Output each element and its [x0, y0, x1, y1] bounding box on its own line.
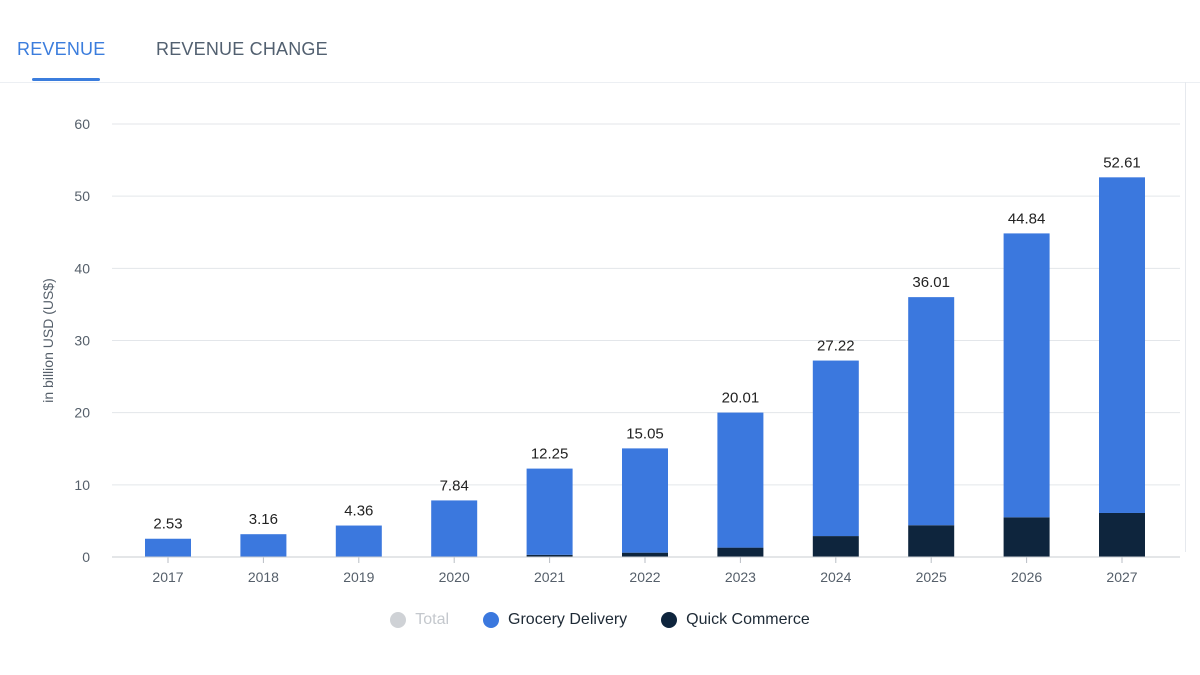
legend-label-total: Total: [415, 611, 450, 628]
bar-quick-commerce: [812, 536, 859, 557]
x-tick-label: 2019: [343, 569, 374, 585]
bar-total-label: 44.84: [1008, 210, 1046, 227]
bar-grocery-delivery: [240, 534, 287, 557]
y-tick-label: 10: [74, 477, 90, 493]
y-tick-label: 60: [74, 116, 90, 132]
bar-grocery-delivery: [717, 412, 764, 548]
x-tick-label: 2026: [1011, 569, 1042, 585]
bar-grocery-delivery: [145, 538, 191, 557]
bar-quick-commerce: [717, 547, 764, 557]
legend-swatch-grocery-delivery: [483, 612, 500, 628]
bar-quick-commerce: [622, 552, 668, 557]
bar-grocery-delivery: [526, 468, 573, 555]
revenue-chart: 0 10 20 30 40 50 60 in billion USD (US$) 2.53 201…: [40, 116, 1180, 585]
legend-item-total[interactable]: Total: [390, 611, 449, 629]
legend-swatch-quick-commerce: [661, 612, 678, 628]
bar-grocery-delivery: [335, 525, 382, 557]
bar-quick-commerce: [908, 525, 955, 557]
bar-total-label: 2.53: [153, 516, 182, 533]
bar-total-label: 12.25: [531, 446, 569, 463]
bar-grocery-delivery: [908, 297, 955, 526]
bar-grocery-delivery: [622, 448, 668, 553]
bar-total-label: 27.22: [817, 338, 855, 355]
bar-total-label: 36.01: [912, 274, 950, 291]
chart-legend: Total Grocery Delivery Quick Commerce: [0, 611, 1200, 629]
x-tick-label: 2022: [629, 569, 660, 585]
bar-grocery-delivery: [431, 500, 478, 557]
tab-revenue-change[interactable]: REVENUE CHANGE: [156, 39, 328, 59]
y-tick-label: 40: [74, 260, 90, 276]
bar-total-label: 4.36: [344, 503, 373, 520]
tab-revenue[interactable]: REVENUE: [17, 39, 106, 59]
x-tick-label: 2020: [439, 569, 470, 585]
legend-item-grocery-delivery[interactable]: Grocery Delivery: [483, 611, 627, 629]
panel-edge: [1185, 82, 1200, 552]
x-tick-label: 2018: [248, 569, 279, 585]
legend-label-quick-commerce: Quick Commerce: [686, 611, 810, 628]
legend-swatch-total: [390, 612, 407, 628]
bar-grocery-delivery: [1003, 233, 1050, 518]
y-tick-label: 30: [74, 333, 90, 349]
x-tick-label: 2025: [916, 569, 947, 585]
y-tick-label: 0: [82, 549, 90, 565]
bar-quick-commerce: [526, 554, 573, 557]
bar-total-label: 52.61: [1103, 154, 1141, 171]
bar-grocery-delivery: [1099, 177, 1145, 513]
x-tick-label: 2027: [1106, 569, 1137, 585]
bar-grocery-delivery: [812, 360, 859, 537]
bar-total-label: 3.16: [249, 511, 278, 528]
bar-total-label: 20.01: [722, 390, 760, 407]
bar-quick-commerce: [1099, 512, 1145, 557]
y-tick-label: 50: [74, 188, 90, 204]
x-tick-label: 2023: [725, 569, 756, 585]
x-tick-label: 2017: [152, 569, 183, 585]
y-axis-label: in billion USD (US$): [40, 278, 56, 402]
bar-quick-commerce: [1003, 517, 1050, 557]
tab-bar: REVENUE REVENUE CHANGE: [0, 0, 1200, 83]
y-tick-label: 20: [74, 405, 90, 421]
legend-item-quick-commerce[interactable]: Quick Commerce: [661, 611, 810, 629]
active-tab-indicator: [32, 78, 100, 81]
x-tick-label: 2021: [534, 569, 565, 585]
bar-total-label: 7.84: [440, 477, 469, 494]
legend-label-grocery-delivery: Grocery Delivery: [508, 611, 628, 628]
x-tick-label: 2024: [820, 569, 851, 585]
bar-total-label: 15.05: [626, 425, 664, 442]
